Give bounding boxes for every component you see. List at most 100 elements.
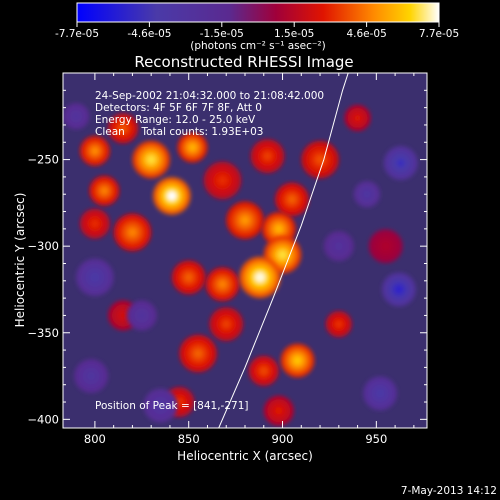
colorbar-tick-label: 4.6e-05 [346,28,386,40]
info-counts: Clean Total counts: 1.93E+03 [95,126,264,138]
heat-blob-ring [138,311,146,320]
x-axis-label: Heliocentric X (arcsec) [177,449,313,463]
heat-blob-ring [293,356,302,365]
chart-title: Reconstructed RHESSI Image [134,53,353,71]
heat-blob [113,213,152,252]
heat-blob [383,146,418,180]
heat-blob [323,231,354,262]
heat-blob [250,139,285,174]
info-energy-range: Energy Range: 12.0 - 25.0 keV [95,114,256,126]
heat-blob-ring [86,371,96,381]
x-tick-label: 900 [272,432,294,446]
heat-blob [153,177,191,215]
heat-blob-ring [119,124,127,133]
axes: 800 850 900 950 −250 −300 −350 −400 [27,73,427,446]
heat-blob [74,359,109,393]
colorbar-tick-label: -1.5e-05 [200,28,244,40]
heat-blob [63,103,90,130]
heat-blob [280,343,315,378]
heat-blob [209,307,244,341]
heat-blob-ring [254,272,266,283]
heat-blob [132,140,170,179]
heat-blob [248,355,279,386]
heat-blob [226,201,264,239]
info-detectors: Detectors: 4F 5F 6F 7F 8F, Att 0 [95,102,262,114]
x-tick-label: 950 [365,432,387,446]
heat-blob-ring [146,154,156,165]
footer-date: 7-May-2013 14:12 [401,485,497,497]
x-tick-label: 850 [178,432,200,446]
colorbar-unit-label: (photons cm⁻² s⁻¹ asec⁻²) [190,40,325,52]
info-time-range: 24-Sep-2002 21:04:32.000 to 21:08:42.000 [95,90,324,102]
heat-blob-ring [375,389,385,398]
heat-blob-ring [91,219,99,228]
peak-position-label: Position of Peak = [841,-271] [95,400,249,412]
heat-blob-ring [184,273,193,282]
heat-blob-ring [315,154,325,165]
heat-blob [353,181,381,208]
heat-blob [76,258,114,297]
heat-blob [275,182,309,217]
heat-blob-ring [119,311,127,320]
heat-blob-ring [263,151,272,161]
y-axis-label: Heliocentric Y (arcsec) [13,193,27,328]
heat-blob [301,140,339,179]
heat-blob [381,272,416,307]
heat-blob-ring [217,175,228,186]
heat-blob [325,310,352,338]
heat-blob [344,104,371,132]
heat-blob-ring [240,215,250,225]
heat-blob [171,260,206,295]
heat-blob-ring [175,398,184,406]
colorbar-tick-label: 7.7e-05 [419,28,459,40]
heat-blob-ring [127,227,138,238]
solar-limb-line [218,73,349,428]
heat-blob-ring [394,285,404,294]
heat-blob-ring [275,406,283,415]
heat-blob-ring [218,280,227,289]
heat-blob-ring [188,143,197,152]
heat-blob [239,256,281,298]
heat-blob [177,132,208,163]
heat-blob-ring [396,158,405,168]
y-tick-label: −250 [27,153,59,167]
heat-blob [368,229,403,264]
y-tick-label: −300 [27,239,59,253]
heat-blob-ring [222,319,231,329]
heat-blob [79,135,110,166]
heat-blob-ring [277,250,288,260]
heat-blob [363,376,397,411]
heat-blob [263,395,294,426]
heat-blob-ring [260,367,268,375]
heat-blob [126,300,157,331]
heat-blob-ring [363,190,371,198]
heat-blob [79,208,110,239]
heat-blob [203,161,242,200]
y-tick-label: −400 [27,412,59,426]
colorbar-tick-label: 1.5e-05 [274,28,314,40]
heat-blob-ring [100,187,109,195]
heat-blob-ring [167,191,177,201]
heat-blob [108,113,139,144]
colorbar-tick-label: -7.7e-05 [55,28,99,40]
heat-blob-ring [335,320,343,328]
info-block: 24-Sep-2002 21:04:32.000 to 21:08:42.000… [95,90,324,138]
colorbar-tick-label: -4.6e-05 [127,28,171,40]
heat-blob-ring [381,241,390,251]
colorbar-ticks: -7.7e-05 -4.6e-05 -1.5e-05 1.5e-05 4.6e-05 7.… [55,22,459,40]
heat-blob [205,267,240,302]
heat-blob-ring [193,348,203,359]
heat-blob-ring [72,113,80,120]
heat-blob-ring [274,224,283,234]
heat-blob [89,175,120,206]
heat-blob [143,388,178,423]
x-tick-label: 800 [84,432,106,446]
heat-blob-ring [90,272,100,283]
heat-blob [179,334,217,373]
y-tick-label: −350 [27,326,59,340]
heat-blob-ring [354,114,361,122]
colorbar [76,2,440,23]
heat-blob-ring [156,401,165,410]
heat-blob-ring [91,147,99,155]
